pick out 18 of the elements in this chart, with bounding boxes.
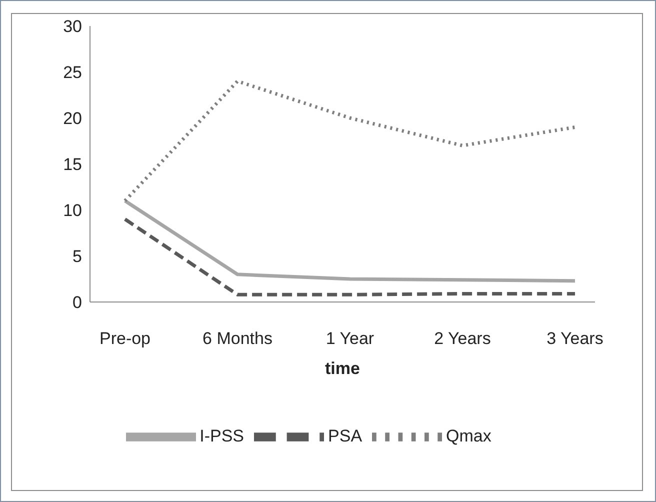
legend-label: I-PSS: [200, 426, 244, 446]
y-tick-label: 5: [72, 247, 82, 266]
x-tick-label: 6 Months: [202, 329, 272, 348]
y-tick-label: 25: [63, 63, 82, 82]
legend-label: Qmax: [446, 426, 492, 446]
x-axis-title: time: [325, 359, 360, 378]
y-tick-label: 15: [63, 155, 82, 174]
x-tick-label: 1 Year: [326, 329, 374, 348]
line-series: [123, 79, 577, 203]
y-tick-label: 10: [63, 201, 82, 220]
x-tick-label: 2 Years: [434, 329, 491, 348]
legend-label: PSA: [328, 426, 362, 446]
x-tick-label: 3 Years: [546, 329, 604, 348]
y-tick-label: 30: [63, 17, 82, 36]
line-series: [123, 199, 577, 283]
x-tick-label: Pre-op: [99, 329, 151, 348]
y-tick-label: 20: [63, 109, 82, 128]
y-tick-label: 0: [72, 293, 82, 312]
